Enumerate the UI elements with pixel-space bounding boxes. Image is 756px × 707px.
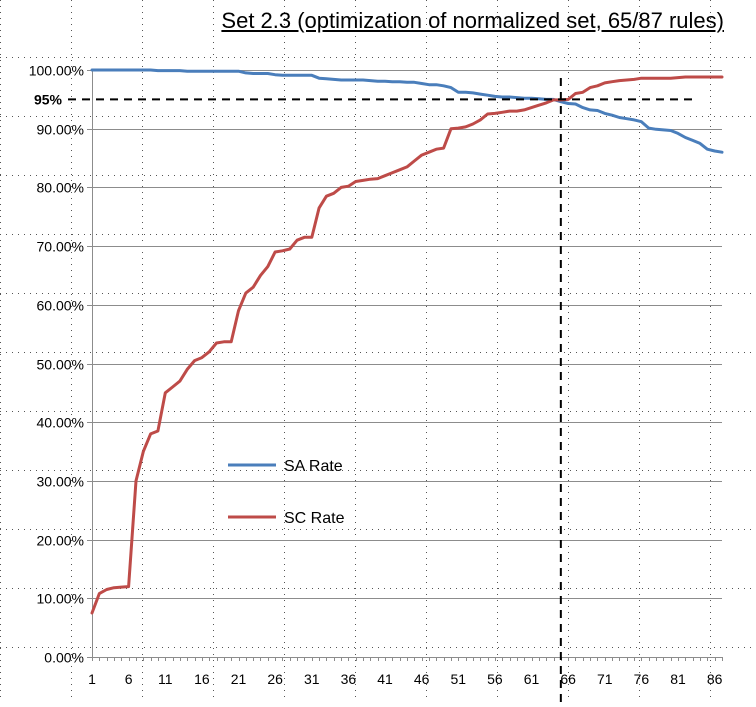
y-tick-label: 10.00%	[37, 591, 84, 607]
y-tick-label: 80.00%	[37, 180, 84, 196]
legend-label-sc-rate: SC Rate	[284, 510, 345, 527]
x-tick-label: 26	[267, 671, 283, 687]
y-tick-label: 20.00%	[37, 533, 84, 549]
y-tick-label: 100.00%	[29, 63, 84, 79]
chart-title: Set 2.3 (optimization of normalized set,…	[221, 8, 724, 33]
y-tick-label: 90.00%	[37, 122, 84, 138]
x-tick-label: 36	[341, 671, 357, 687]
threshold-label: 95%	[34, 91, 63, 107]
y-tick-label: 40.00%	[37, 415, 84, 431]
series-line-sc-rate	[90, 75, 724, 615]
y-tick-label: 30.00%	[37, 474, 84, 490]
y-tick-label: 60.00%	[37, 298, 84, 314]
x-tick-label: 11	[158, 671, 173, 687]
x-tick-label: 71	[597, 671, 613, 687]
x-tick-label: 31	[304, 671, 320, 687]
x-tick-label: 56	[487, 671, 503, 687]
series-line-sa-rate	[90, 68, 724, 154]
legend-label-sa-rate: SA Rate	[284, 458, 343, 475]
x-tick-label: 21	[231, 671, 247, 687]
y-tick-label: 50.00%	[37, 357, 84, 373]
y-tick-label: 0.00%	[44, 650, 84, 666]
x-tick-label: 61	[524, 671, 540, 687]
x-tick-label: 1	[88, 671, 96, 687]
x-tick-label: 86	[707, 671, 723, 687]
x-tick-label: 51	[450, 671, 466, 687]
x-tick-label: 76	[634, 671, 650, 687]
x-tick-label: 6	[125, 671, 133, 687]
y-tick-label: 70.00%	[37, 239, 84, 255]
x-tick-label: 16	[194, 671, 210, 687]
x-tick-label: 41	[377, 671, 393, 687]
x-tick-label: 81	[670, 671, 686, 687]
x-tick-label: 46	[414, 671, 430, 687]
x-tick-label: 66	[560, 671, 576, 687]
